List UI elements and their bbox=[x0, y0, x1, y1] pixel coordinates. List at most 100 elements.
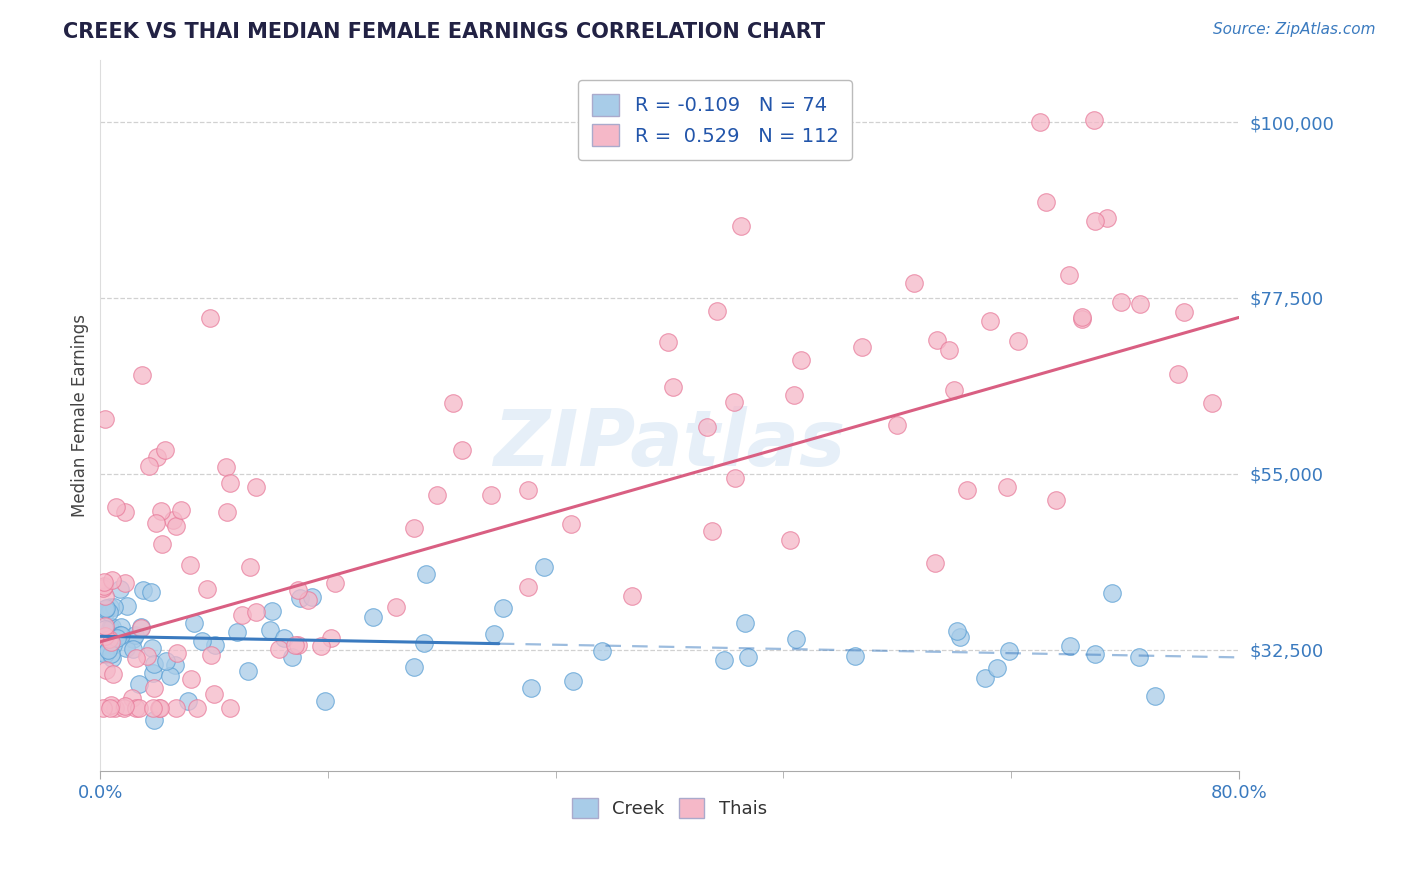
Point bbox=[402, 660, 425, 674]
Point bbox=[98, 632, 121, 647]
Point bbox=[146, 450, 169, 465]
Point bbox=[94, 629, 117, 643]
Point bbox=[155, 654, 177, 668]
Point bbox=[115, 640, 138, 655]
Point bbox=[170, 503, 193, 517]
Point bbox=[108, 628, 131, 642]
Point bbox=[783, 387, 806, 401]
Point bbox=[125, 701, 148, 715]
Point bbox=[129, 621, 152, 635]
Point bbox=[94, 619, 117, 633]
Point bbox=[620, 589, 643, 603]
Point bbox=[150, 537, 173, 551]
Point bbox=[128, 677, 150, 691]
Point bbox=[108, 582, 131, 597]
Point bbox=[734, 616, 756, 631]
Text: Source: ZipAtlas.com: Source: ZipAtlas.com bbox=[1212, 22, 1375, 37]
Point bbox=[112, 701, 135, 715]
Point bbox=[136, 648, 159, 663]
Point bbox=[179, 558, 201, 572]
Point bbox=[131, 620, 153, 634]
Point bbox=[202, 687, 225, 701]
Point bbox=[141, 641, 163, 656]
Point bbox=[949, 630, 972, 644]
Point bbox=[284, 638, 307, 652]
Point bbox=[844, 648, 866, 663]
Point bbox=[121, 632, 143, 647]
Point bbox=[121, 691, 143, 706]
Point bbox=[96, 600, 118, 615]
Point bbox=[245, 605, 267, 619]
Point bbox=[131, 583, 153, 598]
Point bbox=[94, 590, 117, 604]
Point bbox=[790, 353, 813, 368]
Point bbox=[730, 219, 752, 234]
Point bbox=[591, 644, 613, 658]
Point bbox=[1007, 334, 1029, 348]
Point bbox=[479, 488, 502, 502]
Point bbox=[93, 606, 115, 620]
Point bbox=[115, 599, 138, 613]
Point bbox=[97, 605, 120, 619]
Point bbox=[162, 513, 184, 527]
Point bbox=[215, 505, 238, 519]
Point bbox=[319, 631, 342, 645]
Point bbox=[415, 566, 437, 581]
Point bbox=[98, 600, 121, 615]
Point bbox=[287, 582, 309, 597]
Point bbox=[361, 610, 384, 624]
Point bbox=[301, 590, 323, 604]
Point bbox=[245, 480, 267, 494]
Point bbox=[986, 661, 1008, 675]
Y-axis label: Median Female Earnings: Median Female Earnings bbox=[72, 314, 89, 516]
Point bbox=[259, 623, 281, 637]
Point bbox=[385, 599, 408, 614]
Point bbox=[323, 576, 346, 591]
Point bbox=[661, 380, 683, 394]
Point bbox=[441, 396, 464, 410]
Point bbox=[93, 647, 115, 661]
Point bbox=[124, 650, 146, 665]
Point bbox=[516, 483, 538, 497]
Point bbox=[100, 635, 122, 649]
Point bbox=[124, 628, 146, 642]
Point bbox=[150, 504, 173, 518]
Point bbox=[143, 681, 166, 695]
Point bbox=[166, 646, 188, 660]
Point bbox=[93, 646, 115, 660]
Point bbox=[402, 520, 425, 534]
Point bbox=[273, 632, 295, 646]
Point bbox=[946, 624, 969, 639]
Point bbox=[702, 524, 724, 539]
Point bbox=[533, 560, 555, 574]
Point bbox=[143, 714, 166, 728]
Point bbox=[979, 314, 1001, 328]
Point bbox=[1059, 639, 1081, 653]
Point bbox=[1095, 211, 1118, 226]
Point bbox=[1109, 294, 1132, 309]
Point bbox=[927, 333, 949, 347]
Point bbox=[1035, 195, 1057, 210]
Point bbox=[723, 395, 745, 409]
Point bbox=[141, 585, 163, 599]
Point bbox=[706, 304, 728, 318]
Point bbox=[105, 500, 128, 514]
Point bbox=[100, 647, 122, 661]
Point bbox=[973, 672, 995, 686]
Point bbox=[110, 628, 132, 642]
Point bbox=[779, 533, 801, 547]
Point bbox=[100, 698, 122, 713]
Point bbox=[997, 480, 1019, 494]
Point bbox=[724, 471, 747, 485]
Point bbox=[851, 340, 873, 354]
Point bbox=[96, 663, 118, 677]
Point bbox=[219, 476, 242, 491]
Point bbox=[938, 343, 960, 357]
Point bbox=[105, 631, 128, 645]
Point bbox=[200, 310, 222, 325]
Point bbox=[560, 516, 582, 531]
Point bbox=[297, 593, 319, 607]
Point bbox=[520, 681, 543, 695]
Point bbox=[94, 412, 117, 426]
Point bbox=[942, 383, 965, 397]
